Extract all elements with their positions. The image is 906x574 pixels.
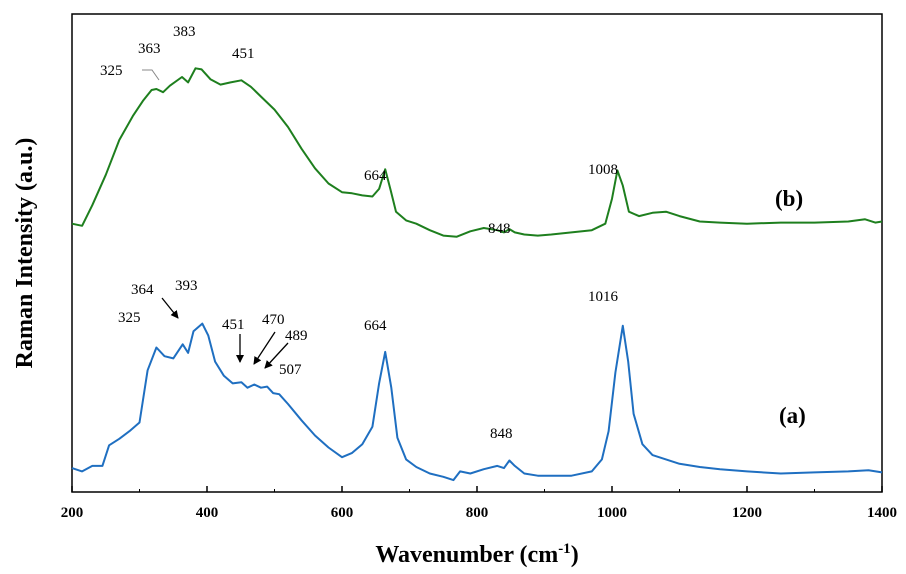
x-tick-label: 200 bbox=[61, 505, 84, 521]
x-tick-label: 1400 bbox=[867, 505, 897, 521]
peak-label-a-393: 393 bbox=[175, 278, 198, 294]
series-b-peak-labels: 325 363 383 451 664 848 1008 bbox=[100, 24, 618, 237]
peak-label-a-507: 507 bbox=[279, 362, 302, 378]
peak-label-b-451: 451 bbox=[232, 46, 255, 62]
x-tick-label: 800 bbox=[466, 505, 489, 521]
plot-frame bbox=[71, 13, 883, 493]
peak-label-b-383: 383 bbox=[173, 24, 196, 40]
peak-label-a-489: 489 bbox=[285, 328, 308, 344]
x-tick-label: 1200 bbox=[732, 505, 762, 521]
peak-label-a-1016: 1016 bbox=[588, 289, 619, 305]
peak-label-a-848: 848 bbox=[490, 426, 513, 442]
peak-label-a-325: 325 bbox=[118, 310, 141, 326]
peak-label-a-470: 470 bbox=[262, 312, 285, 328]
x-tick-label: 400 bbox=[196, 505, 219, 521]
arrow-470 bbox=[253, 331, 276, 365]
peak-label-b-363: 363 bbox=[138, 41, 161, 57]
peak-label-b-664: 664 bbox=[364, 168, 387, 184]
peak-label-a-664: 664 bbox=[364, 318, 387, 334]
series-b-name: (b) bbox=[775, 186, 803, 211]
peak-label-b-1008: 1008 bbox=[588, 162, 618, 178]
leader-line-b-325 bbox=[142, 69, 160, 81]
series-b-line bbox=[71, 67, 883, 238]
x-axis-title: Wavenumber (cm-1) bbox=[375, 541, 578, 568]
peak-label-a-451: 451 bbox=[222, 317, 245, 333]
y-axis-title: Raman Intensity (a.u.) bbox=[12, 138, 38, 369]
series-a-peak-labels: 325 364 393 451 470 489 507 664 848 1016 bbox=[118, 278, 619, 442]
peak-label-a-364: 364 bbox=[131, 282, 154, 298]
peak-label-b-325: 325 bbox=[100, 63, 123, 79]
x-tick-label: 600 bbox=[331, 505, 354, 521]
x-tick-label: 1000 bbox=[597, 505, 627, 521]
peak-label-b-848: 848 bbox=[488, 221, 511, 237]
x-axis-ticks: 200 400 600 800 1000 1200 1400 bbox=[61, 486, 897, 521]
series-a-name: (a) bbox=[779, 403, 806, 428]
arrow-364 bbox=[161, 297, 179, 319]
arrow-489 bbox=[264, 342, 289, 369]
series-a-arrows bbox=[161, 297, 289, 369]
series-a-line bbox=[71, 322, 883, 482]
